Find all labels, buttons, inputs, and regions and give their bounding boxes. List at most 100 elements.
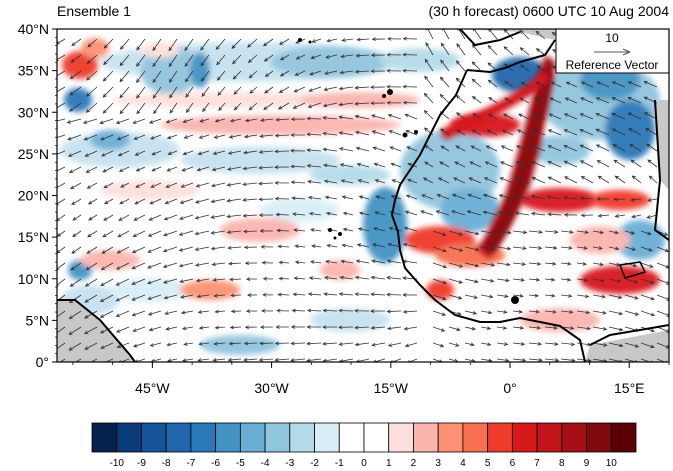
wind-vector-head	[339, 275, 344, 280]
colorbar-label: 2	[411, 458, 417, 469]
wind-vector-head	[436, 194, 441, 198]
wind-vector	[406, 146, 418, 152]
wind-vector	[612, 97, 626, 104]
wind-vector	[308, 293, 322, 296]
wind-vector-head	[372, 359, 377, 362]
wind-vector-head	[211, 262, 216, 267]
wind-vector	[86, 102, 98, 113]
lake-chad	[618, 261, 647, 279]
wind-vector-head	[163, 232, 168, 237]
reference-vector-frame	[555, 29, 669, 74]
wind-vector	[624, 358, 638, 362]
wind-vector	[167, 166, 178, 172]
wind-vector-head	[102, 93, 107, 98]
wind-vector-head	[387, 114, 393, 118]
wind-vector-head	[599, 262, 604, 267]
wind-vector	[504, 97, 514, 104]
wind-vector	[228, 262, 242, 265]
wind-vector-head	[151, 151, 156, 156]
longitude-axis: 45°W 30°W 15°W 0° 15°E	[72, 362, 670, 396]
wind-vector	[199, 134, 210, 139]
wind-vector	[576, 294, 589, 297]
wind-vector	[100, 278, 114, 286]
wind-vector	[403, 260, 418, 264]
wind-vector-head	[259, 341, 264, 346]
wind-vector-head	[424, 75, 429, 80]
wind-vector-head	[71, 42, 76, 47]
wind-vector	[243, 150, 258, 154]
wind-vector	[104, 358, 114, 362]
wind-vector-head	[99, 298, 105, 302]
wind-vector	[432, 342, 444, 347]
wind-vector	[628, 128, 642, 136]
wind-vector	[531, 161, 546, 168]
colorbar-swatch	[388, 422, 414, 453]
wind-vector	[117, 230, 130, 238]
wind-vector-head	[69, 75, 75, 80]
wind-vector	[528, 278, 540, 281]
wind-vector	[185, 70, 194, 82]
wind-vector	[544, 326, 557, 329]
wind-vector-head	[292, 105, 298, 109]
wind-vector	[480, 342, 491, 346]
wind-vector-head	[277, 244, 282, 249]
wind-vector	[308, 102, 322, 108]
wind-vector-head	[451, 193, 457, 198]
wind-vector	[291, 342, 306, 344]
wind-vector	[480, 230, 495, 234]
wind-vector	[565, 97, 578, 104]
wind-vector	[152, 166, 162, 172]
wind-vector-head	[87, 200, 93, 205]
wind-vector	[185, 86, 194, 98]
colorbar-swatch	[536, 422, 563, 453]
wind-vector-head	[502, 326, 508, 330]
wind-vector-head	[290, 341, 295, 346]
wind-vector	[184, 54, 194, 67]
wind-vector-head	[258, 165, 263, 170]
wind-vector-head	[405, 130, 410, 134]
wind-vector-head	[420, 210, 425, 214]
wind-vector	[199, 326, 210, 329]
wind-vector-head	[118, 168, 124, 172]
wind-vector	[116, 294, 130, 302]
wind-vector-head	[439, 76, 444, 81]
wind-vector-head	[226, 230, 231, 234]
wind-vector	[195, 230, 210, 235]
wind-vector-head	[455, 112, 461, 117]
wind-vector-head	[451, 210, 456, 214]
wind-vector-head	[455, 77, 460, 82]
wind-vector	[440, 128, 450, 136]
wind-vector-head	[552, 49, 557, 53]
wind-vector-head	[585, 310, 591, 315]
wind-vector-head	[483, 177, 489, 181]
wind-vector	[451, 210, 466, 216]
wind-vector-head	[618, 311, 624, 316]
wind-vector-head	[244, 261, 250, 266]
wind-vector	[211, 230, 226, 234]
wind-vector	[116, 262, 130, 270]
wind-vector	[307, 309, 322, 312]
wind-vector	[480, 294, 493, 298]
wind-vector-head	[466, 210, 472, 214]
wind-vector	[580, 113, 594, 120]
wind-vector	[57, 310, 66, 318]
wind-vector-head	[473, 295, 478, 299]
wind-vector-head	[595, 128, 600, 133]
madeira-island	[414, 130, 418, 134]
wind-vector	[228, 150, 242, 154]
wind-vector-head	[325, 211, 331, 216]
wind-vector-head	[149, 200, 154, 205]
wind-vector	[512, 326, 524, 329]
wind-vector-head	[276, 228, 281, 233]
wind-vector-head	[54, 364, 58, 367]
wind-vector	[404, 227, 418, 232]
wind-vector-head	[70, 266, 75, 271]
wind-vector	[167, 342, 178, 346]
wind-vector-head	[322, 325, 327, 329]
wind-vector	[147, 278, 162, 284]
wind-vector	[389, 227, 402, 232]
wind-vector	[464, 358, 475, 362]
wind-vector	[103, 214, 114, 221]
wind-vector	[424, 110, 434, 120]
wind-vector-head	[354, 325, 359, 330]
